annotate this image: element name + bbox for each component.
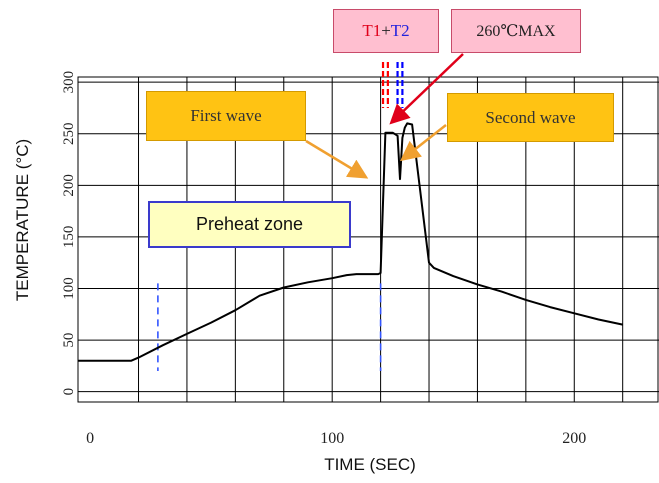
peak-arrow [389,53,464,125]
x-axis-label: TIME (SEC) [324,455,416,474]
temperature-profile-line [78,122,623,362]
t2-label: T2 [390,21,410,40]
y-tick-label: 100 [61,277,77,300]
peak-label: 260℃MAX [451,9,581,53]
x-tick-label: 200 [562,430,586,447]
y-tick-label: 200 [61,174,77,197]
x-tick-label: 100 [320,430,344,447]
chart-grid [77,76,659,403]
x-tick-label: 0 [86,430,94,447]
t1-t2-label: T1 + T2 [333,9,439,53]
preheat-zone-label: Preheat zone [148,201,351,248]
y-tick-label: 150 [61,226,77,249]
tick-labels: 0 100 200 0 50 100 150 200 250 300 [61,71,586,447]
first-wave-arrow [305,139,369,179]
y-tick-label: 300 [61,71,77,94]
first-wave-label: First wave [146,91,306,141]
t1-label: T1 [362,21,382,40]
plus-label: + [381,21,391,40]
y-tick-label: 50 [61,333,77,348]
y-tick-label: 250 [61,122,77,145]
plot-frame [77,76,659,403]
second-wave-label: Second wave [447,93,614,142]
annotation-arrows [305,53,464,179]
chart-series [78,122,623,362]
marker-lines [157,62,404,372]
second-wave-arrow [400,124,447,162]
y-axis-label: TEMPERATURE (°C) [13,139,32,301]
y-tick-label: 0 [61,388,77,396]
